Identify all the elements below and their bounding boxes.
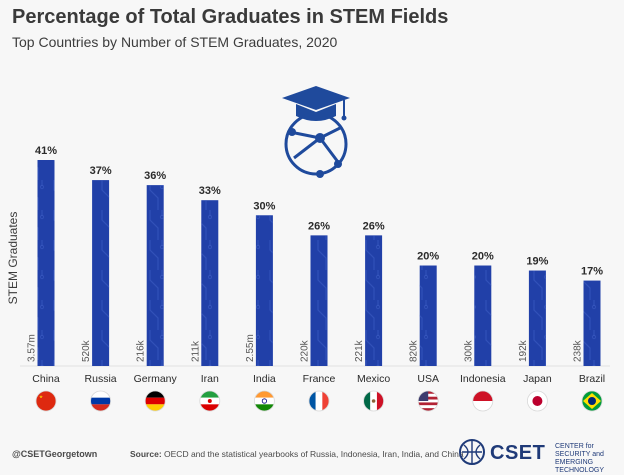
bar-group-indonesia: 20% 300k Indonesia — [460, 251, 506, 412]
value-label-france: 26% — [308, 220, 330, 232]
germany-flag — [144, 390, 166, 412]
bar-pattern-china — [37, 160, 55, 366]
chart-subtitle: Top Countries by Number of STEM Graduate… — [12, 34, 338, 50]
bar-pattern-germany — [146, 185, 164, 366]
y-axis-label: STEM Graduates — [6, 212, 20, 305]
bar-pattern-iran — [201, 200, 219, 366]
graduate-count-indonesia: 300k — [463, 339, 474, 362]
source-note: Source: OECD and the statistical yearboo… — [130, 449, 464, 459]
source-label: Source: — [130, 449, 162, 459]
mexico-flag — [363, 390, 385, 412]
bar-pattern-russia — [92, 180, 110, 366]
category-label-japan: Japan — [523, 373, 552, 385]
chart-title: Percentage of Total Graduates in STEM Fi… — [12, 6, 449, 28]
value-label-mexico: 26% — [363, 220, 385, 232]
category-label-usa: USA — [417, 373, 439, 385]
cset-logo-name: CSET — [490, 442, 546, 464]
graduate-count-france: 220k — [300, 339, 311, 362]
iran-flag — [199, 390, 221, 412]
bar-pattern-usa — [419, 265, 437, 366]
bar-group-france: 26% 220k France — [300, 220, 336, 412]
graduate-count-germany: 216k — [136, 339, 147, 362]
bar-group-india: 30% 2.55m India — [245, 200, 276, 412]
value-label-india: 30% — [253, 200, 275, 212]
brazil-flag — [581, 390, 603, 412]
japan-flag — [527, 390, 548, 412]
bar-pattern-france — [310, 235, 328, 366]
category-label-india: India — [253, 373, 276, 385]
value-label-russia: 37% — [90, 165, 112, 177]
graduate-count-mexico: 221k — [354, 339, 365, 362]
bar-pattern-mexico — [365, 235, 383, 366]
usa-flag — [417, 390, 439, 412]
graduate-count-usa: 820k — [409, 339, 420, 362]
value-label-iran: 33% — [199, 185, 221, 197]
category-label-germany: Germany — [134, 373, 178, 385]
bar-pattern-india — [255, 215, 273, 366]
value-label-japan: 19% — [526, 256, 548, 268]
india-flag — [253, 390, 275, 412]
bar-chart: STEM Graduates 41% 3.57m China 37% 520k Russi… — [6, 145, 610, 412]
bar-group-usa: 20% 820k USA — [409, 251, 439, 412]
graduate-count-india: 2.55m — [245, 334, 256, 362]
china-flag — [35, 390, 57, 412]
value-label-usa: 20% — [417, 251, 439, 263]
bar-group-mexico: 26% 221k Mexico — [354, 220, 390, 412]
graduation-cap-globe-icon — [282, 86, 350, 178]
bar-group-russia: 37% 520k Russia — [81, 165, 117, 412]
bar-pattern-japan — [528, 270, 546, 366]
value-label-brazil: 17% — [581, 266, 603, 278]
category-label-iran: Iran — [201, 373, 219, 385]
footer: @CSETGeorgetown Source: OECD and the sta… — [0, 436, 624, 474]
category-label-china: China — [32, 373, 60, 385]
cset-logo-tagline: CENTER for SECURITY and EMERGING TECHNOLO… — [555, 443, 624, 475]
category-label-mexico: Mexico — [357, 373, 390, 385]
bar-group-china: 41% 3.57m China — [27, 145, 60, 412]
social-handle: @CSETGeorgetown — [12, 449, 98, 459]
bar-pattern-brazil — [583, 280, 601, 366]
bar-pattern-indonesia — [474, 265, 492, 366]
cset-tagline-1: CENTER for SECURITY and — [555, 443, 604, 458]
category-label-indonesia: Indonesia — [460, 373, 506, 385]
cset-logo-icon — [459, 439, 485, 465]
graduate-count-iran: 211k — [190, 340, 201, 362]
bar-group-brazil: 17% 238k Brazil — [573, 266, 605, 412]
bar-group-germany: 36% 216k Germany — [134, 170, 178, 412]
graduate-count-china: 3.57m — [27, 334, 38, 362]
category-label-russia: Russia — [85, 373, 117, 385]
graduate-count-japan: 192k — [518, 339, 529, 362]
russia-flag — [90, 390, 111, 412]
category-label-france: France — [303, 373, 336, 385]
value-label-germany: 36% — [144, 170, 166, 182]
source-text: OECD and the statistical yearbooks of Ru… — [164, 449, 464, 459]
bar-group-japan: 19% 192k Japan — [518, 256, 552, 412]
france-flag — [308, 390, 330, 412]
category-label-brazil: Brazil — [579, 373, 605, 385]
cset-tagline-2: EMERGING TECHNOLOGY — [555, 459, 605, 474]
value-label-china: 41% — [35, 145, 57, 157]
value-label-indonesia: 20% — [472, 251, 494, 263]
indonesia-flag — [472, 390, 494, 412]
graduate-count-brazil: 238k — [573, 339, 584, 362]
graduate-count-russia: 520k — [81, 339, 92, 362]
